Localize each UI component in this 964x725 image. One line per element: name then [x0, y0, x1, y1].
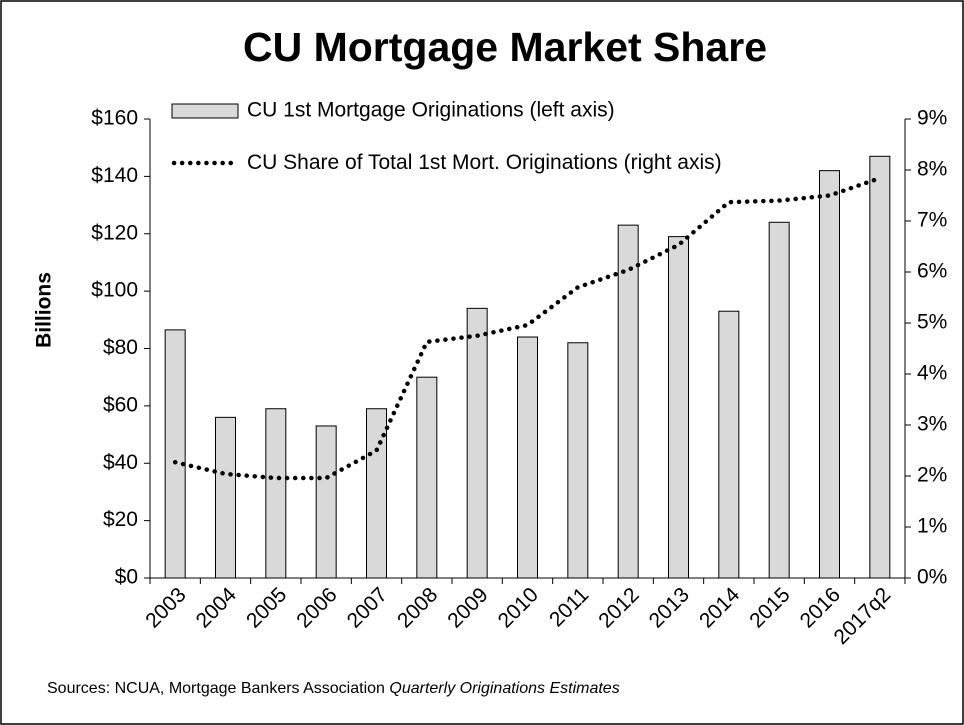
bar — [617, 224, 639, 579]
x-tick-label: 2014 — [695, 583, 745, 633]
chart-title: CU Mortgage Market Share — [243, 24, 767, 70]
bar — [315, 425, 337, 579]
bar — [416, 376, 438, 579]
legend-label: CU 1st Mortgage Originations (left axis) — [247, 99, 615, 122]
y-tick-label: $120 — [91, 221, 138, 244]
bar — [869, 155, 891, 579]
share-line — [172, 175, 883, 481]
x-tick-label: 2003 — [141, 583, 190, 632]
bar — [265, 408, 287, 579]
y2-tick-label: 0% — [917, 566, 947, 589]
bar — [768, 221, 790, 579]
y-tick-label: $20 — [103, 508, 138, 531]
source-emphasis: Quarterly Originations Estimates — [389, 680, 620, 697]
x-tick-label: 2012 — [594, 583, 643, 632]
bar — [517, 336, 538, 579]
legend-swatch — [171, 103, 239, 119]
bar — [668, 236, 689, 579]
y-tick-label: $160 — [91, 107, 138, 130]
bar — [164, 329, 186, 579]
bar — [718, 310, 740, 579]
source: Sources: NCUA, Mortgage Bankers Associat… — [47, 680, 620, 698]
y2-tick-label: 8% — [917, 158, 947, 181]
x-tick-label: 2017q2 — [829, 583, 895, 649]
y-tick-label: $80 — [103, 336, 138, 359]
y2-tick-label: 6% — [917, 260, 947, 283]
source-text: Sources: NCUA, Mortgage Bankers Associat… — [47, 680, 385, 697]
y2-tick-label: 9% — [917, 107, 947, 130]
legend-label: CU Share of Total 1st Mort. Originations… — [247, 151, 722, 174]
y2-tick-label: 3% — [917, 413, 947, 436]
x-tick-label: 2004 — [192, 583, 242, 633]
x-tick-label: 2007 — [343, 583, 392, 632]
y-tick-label: $60 — [103, 393, 138, 416]
x-tick-label: 2009 — [443, 583, 492, 632]
x-tick-label: 2015 — [745, 583, 794, 632]
y-tick-label: $0 — [115, 566, 138, 589]
bar — [567, 342, 589, 579]
bar — [215, 416, 236, 579]
y2-tick-label: 2% — [917, 464, 947, 487]
x-tick-label: 2013 — [645, 583, 694, 632]
x-tick-label: 2008 — [393, 583, 442, 632]
x-tick-label: 2010 — [494, 583, 543, 632]
bar — [819, 170, 840, 579]
y-tick-label: $40 — [103, 451, 138, 474]
y2-tick-label: 5% — [917, 311, 947, 334]
y2-tick-label: 1% — [917, 515, 947, 538]
y-axis-label: Billions — [33, 272, 56, 348]
y-tick-label: $100 — [91, 279, 138, 302]
y-tick-label: $140 — [91, 164, 138, 187]
y2-tick-label: 7% — [917, 209, 947, 232]
x-tick-label: 2005 — [242, 583, 291, 632]
bar — [466, 307, 488, 579]
y2-tick-label: 4% — [917, 362, 947, 385]
x-tick-label: 2006 — [292, 583, 341, 632]
x-tick-label: 2011 — [545, 583, 593, 631]
